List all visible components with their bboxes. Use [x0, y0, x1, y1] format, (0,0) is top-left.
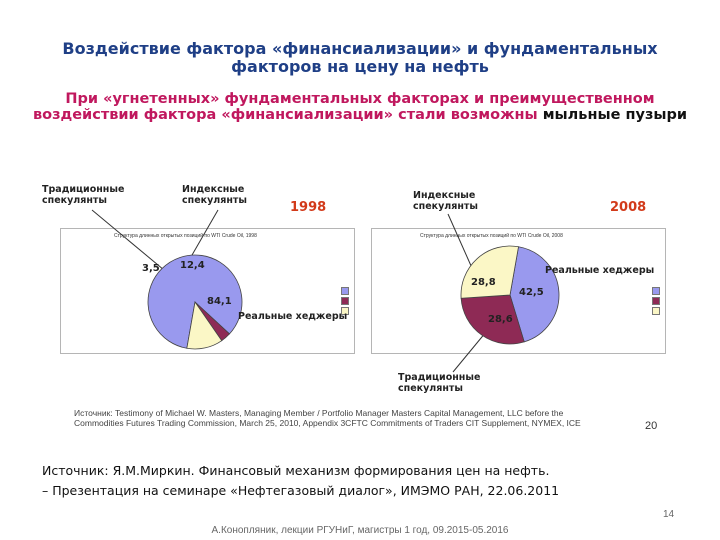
panel-title-2008: Структура длинных открытых позиций по WT… — [420, 233, 563, 239]
legend-box-index — [652, 307, 660, 315]
leader-line-traditional-2008 — [452, 331, 487, 373]
pie-2008 — [460, 245, 560, 345]
year-2008: 2008 — [610, 200, 647, 215]
pie-label-hedgers-1998: 84,1 — [207, 296, 232, 307]
label-traditional-2008: Традиционные спекулянты — [398, 372, 481, 394]
label-hedgers-2008: Реальные хеджеры — [545, 265, 655, 276]
pie-label-traditional-2008: 28,6 — [488, 314, 513, 325]
legend-box-hedgers — [652, 287, 660, 295]
legend-box-traditional — [652, 297, 660, 305]
label-traditional-1998: Традиционные спекулянты — [42, 184, 125, 206]
pie-label-index-1998: 12,4 — [180, 260, 205, 271]
figure-source-note: Источник: Testimony of Michael W. Master… — [74, 408, 581, 428]
pie-label-traditional-1998: 3,5 — [142, 263, 160, 274]
year-1998: 1998 — [290, 200, 327, 215]
source-line-1: Источник: Я.М.Миркин. Финансовый механиз… — [42, 463, 550, 478]
legend-markers-1998 — [341, 287, 349, 315]
pie-slice-2008-index — [460, 245, 519, 299]
slide-subtitle: При «угнетенных» фундаментальных фактора… — [20, 91, 700, 123]
legend-markers-2008 — [652, 287, 660, 315]
slide-title: Воздействие фактора «финансиализации» и … — [62, 39, 658, 76]
panel-title-1998: Структура длинных открытых позиций по WT… — [114, 233, 257, 239]
pie-slice-2008-traditional — [460, 294, 525, 345]
leader-line-index-2008 — [447, 213, 473, 269]
subtitle-tail: мыльные пузыри — [537, 107, 688, 123]
legend-box-traditional — [341, 297, 349, 305]
source-line-2: – Презентация на семинаре «Нефтегазовый … — [42, 483, 560, 498]
figure-corner-number: 20 — [645, 420, 658, 432]
pie-slice-1998-index — [186, 300, 223, 350]
pie-1998 — [147, 254, 243, 350]
slide-footer: А.Конопляник, лекции РГУНиГ, магистры 1 … — [211, 525, 509, 536]
leader-line-index-1998 — [187, 209, 219, 263]
legend-box-hedgers — [341, 287, 349, 295]
label-index-2008: Индексные спекулянты — [413, 190, 478, 212]
pie-label-index-2008: 28,8 — [471, 277, 496, 288]
pie-slice-2008-hedgers — [509, 246, 560, 343]
leader-line-traditional-1998 — [91, 209, 165, 271]
legend-box-index — [341, 307, 349, 315]
page-number: 14 — [663, 509, 675, 520]
label-hedgers-1998: Реальные хеджеры — [238, 311, 348, 322]
label-index-1998: Индексные спекулянты — [182, 184, 247, 206]
pie-label-hedgers-2008: 42,5 — [519, 287, 544, 298]
subtitle-main: При «угнетенных» фундаментальных фактора… — [32, 91, 655, 123]
